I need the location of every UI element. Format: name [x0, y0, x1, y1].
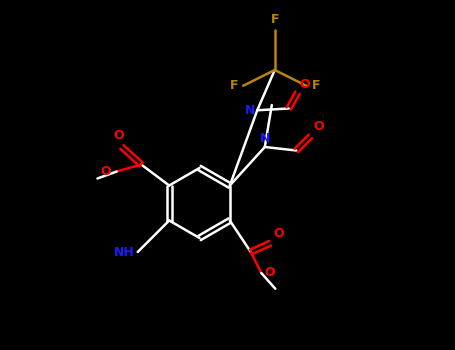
- Text: F: F: [271, 13, 279, 26]
- Text: O: O: [265, 266, 275, 280]
- Text: O: O: [273, 227, 284, 240]
- Text: O: O: [101, 165, 111, 178]
- Text: O: O: [113, 129, 124, 142]
- Text: NH: NH: [113, 245, 134, 259]
- Text: N: N: [245, 104, 256, 117]
- Text: F: F: [312, 79, 320, 92]
- Text: F: F: [229, 79, 238, 92]
- Text: O: O: [299, 78, 310, 91]
- Text: O: O: [314, 120, 324, 133]
- Text: N: N: [260, 132, 270, 145]
